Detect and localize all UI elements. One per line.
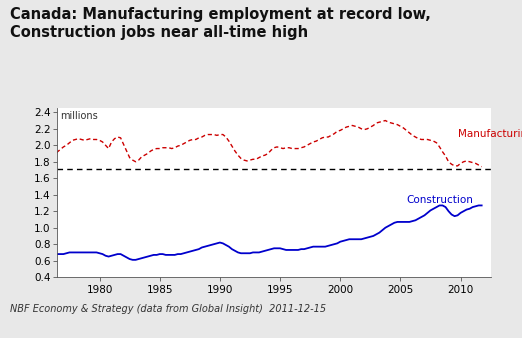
- Text: Manufacturing: Manufacturing: [458, 129, 522, 139]
- Text: Canada: Manufacturing employment at record low,
Construction jobs near all-time : Canada: Manufacturing employment at reco…: [10, 7, 431, 40]
- Text: NBF Economy & Strategy (data from Global Insight)  2011-12-15: NBF Economy & Strategy (data from Global…: [10, 304, 327, 314]
- Text: Construction: Construction: [407, 195, 473, 205]
- Text: millions: millions: [60, 111, 98, 121]
